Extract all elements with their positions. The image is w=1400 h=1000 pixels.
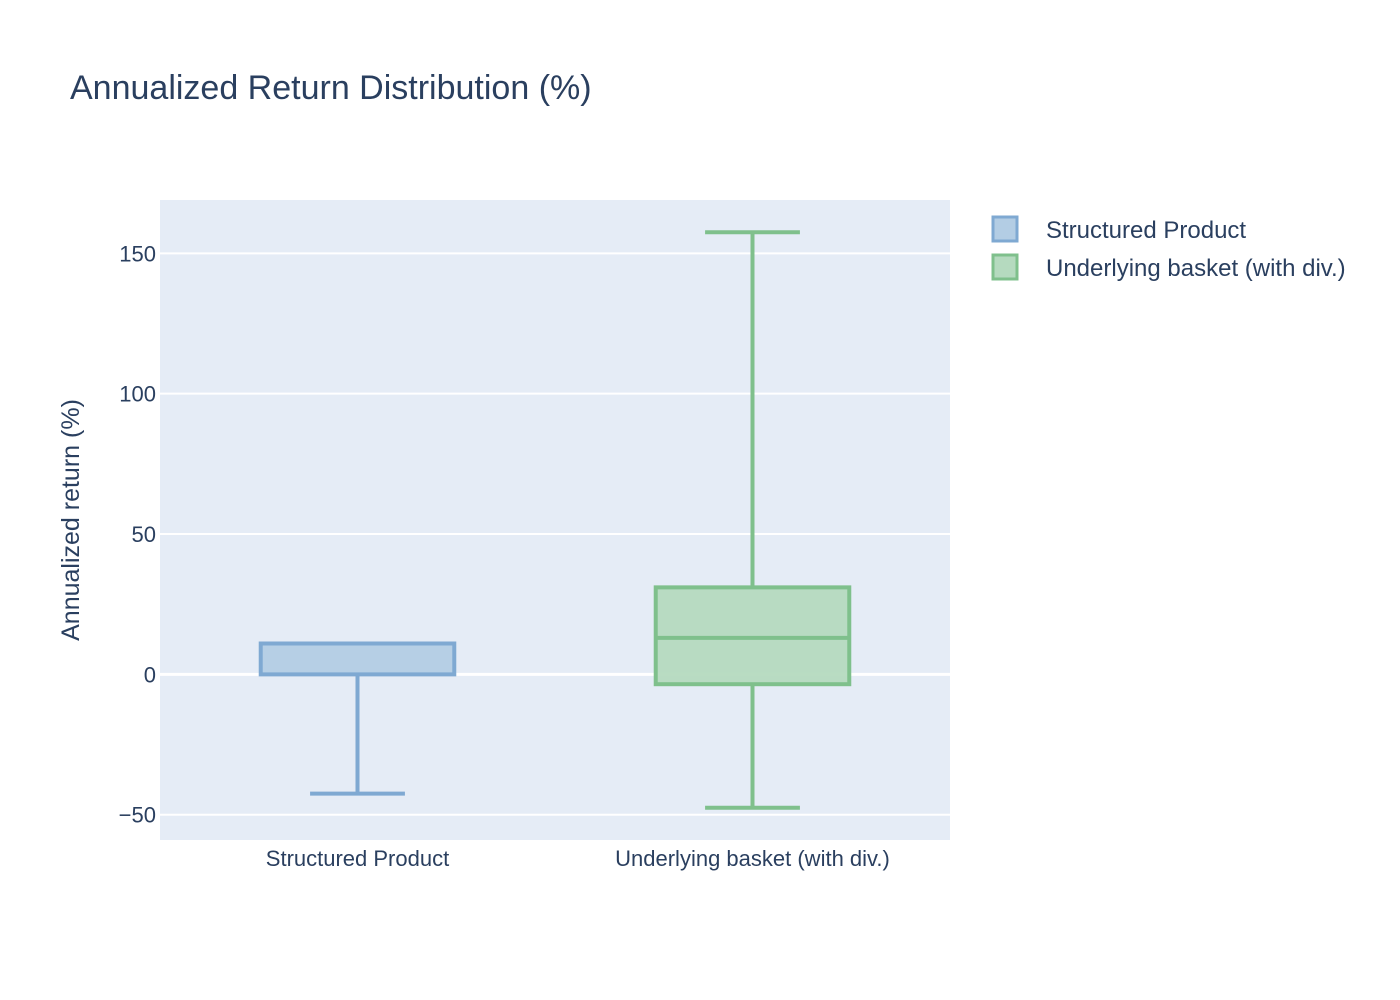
legend[interactable]: Structured Product Underlying basket (wit…: [991, 215, 1346, 282]
y-tick-label: −50: [119, 803, 156, 828]
legend-label: Structured Product: [1046, 217, 1246, 244]
chart-title: Annualized Return Distribution (%): [70, 69, 592, 107]
y-axis-title: Annualized return (%): [57, 399, 85, 641]
plot-area: [160, 200, 950, 840]
iqr-box: [653, 585, 852, 687]
box-1: [258, 641, 457, 796]
y-tick-label: 100: [119, 382, 156, 407]
boxes: [258, 230, 852, 810]
x-tick-label: Structured Product: [266, 846, 449, 871]
y-axis-ticks: −50 0 50 100 150: [119, 241, 156, 827]
iqr-box: [258, 641, 457, 677]
legend-item-1[interactable]: Structured Product: [991, 215, 1246, 244]
legend-swatch: [991, 215, 1019, 243]
y-tick-label: 0: [144, 662, 156, 687]
y-tick-label: 50: [132, 522, 156, 547]
x-axis-ticks: Structured Product Underlying basket (wit…: [266, 846, 890, 871]
box-2: [653, 230, 852, 810]
legend-swatch: [991, 253, 1019, 281]
y-tick-label: 150: [119, 241, 156, 266]
legend-item-2[interactable]: Underlying basket (with div.): [991, 253, 1346, 282]
legend-label: Underlying basket (with div.): [1046, 255, 1346, 282]
x-tick-label: Underlying basket (with div.): [615, 846, 890, 871]
